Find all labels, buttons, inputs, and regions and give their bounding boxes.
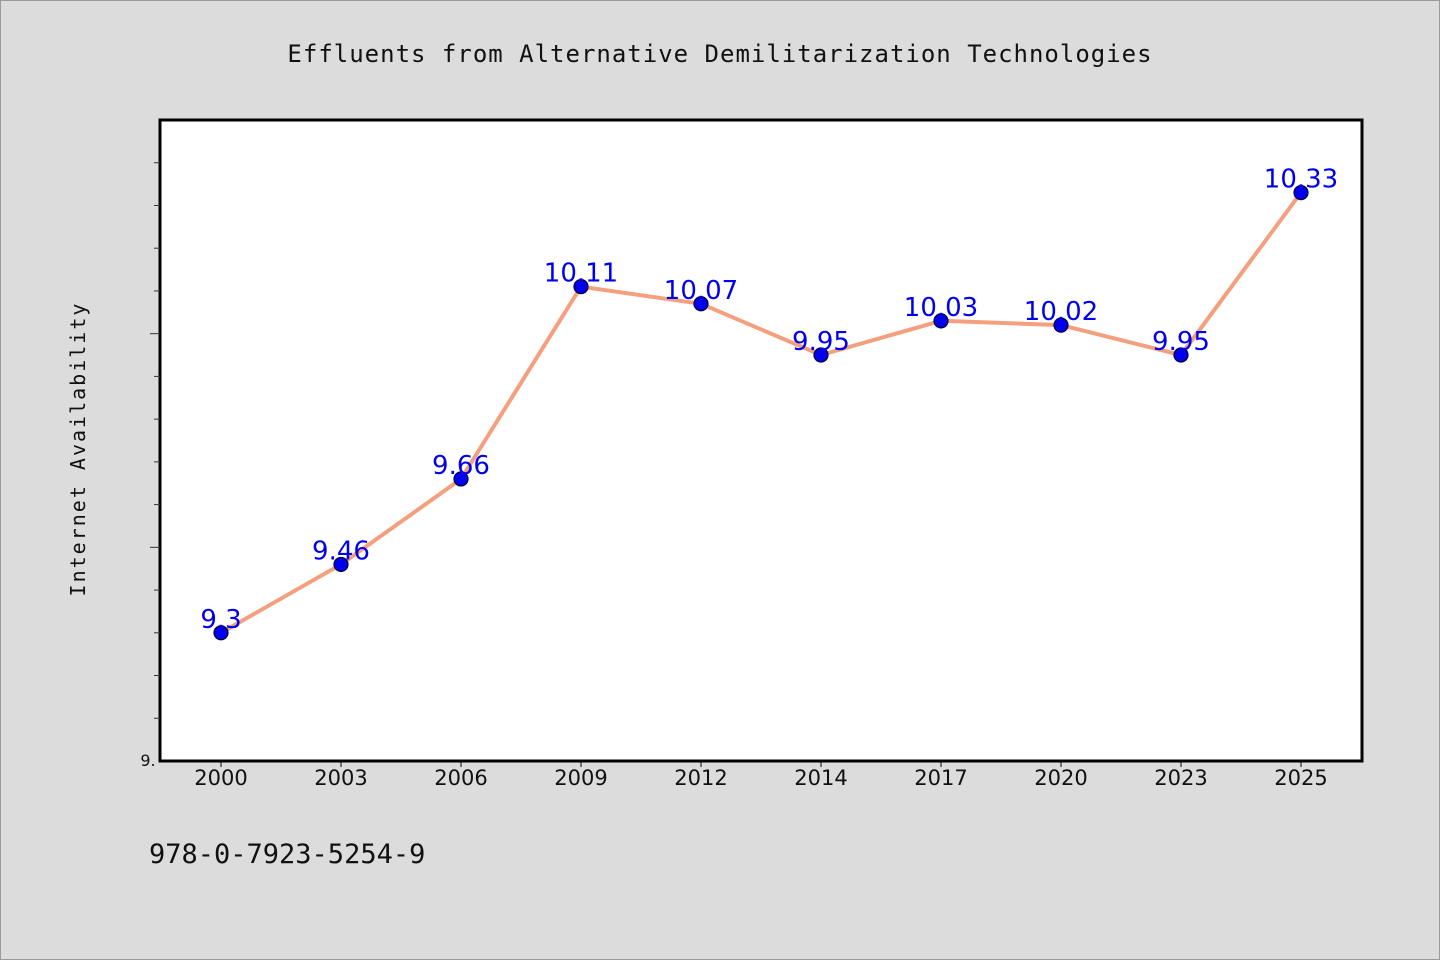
data-point	[813, 347, 829, 363]
data-point	[573, 279, 589, 295]
x-tick-label: 2020	[1034, 766, 1087, 790]
data-label: 9.95	[792, 327, 850, 357]
marker-group	[213, 185, 1309, 641]
data-label: 10.07	[664, 276, 738, 306]
data-point	[333, 556, 349, 573]
data-point	[933, 313, 949, 329]
x-tick-label: 2025	[1274, 766, 1327, 790]
footer-isbn: 978-0-7923-5254-9	[149, 839, 425, 870]
x-tick-label: 2006	[434, 766, 487, 790]
data-point	[1053, 317, 1069, 333]
plot-area	[158, 118, 1364, 763]
data-point	[213, 625, 229, 641]
y-axis-ticks	[150, 162, 160, 719]
x-tick-label: 2014	[794, 766, 847, 790]
data-point	[1293, 185, 1309, 201]
data-label: 9.66	[432, 451, 490, 481]
data-label-group: 9.3 9.46 9.66 10.11 10.07 9.95 10.03 10.02 9.95 1…	[200, 165, 1338, 635]
data-label: 10.02	[1024, 297, 1098, 327]
y-axis-label: Internet Availability	[66, 302, 90, 597]
series-line	[219, 190, 1303, 635]
x-tick-label: 2017	[914, 766, 967, 790]
data-point	[1173, 347, 1189, 363]
series-line-group	[219, 190, 1303, 635]
data-label: 9.95	[1152, 327, 1210, 357]
x-tick-label: 2012	[674, 766, 727, 790]
x-tick-label: 2009	[554, 766, 607, 790]
x-tick-label: 2003	[314, 766, 367, 790]
data-label: 9.3	[200, 605, 241, 635]
data-label: 9.46	[312, 536, 370, 566]
x-axis: 2000 2003 2006 2009 2012 2014 2017 2020 2023 2025	[194, 761, 1328, 790]
chart-title: Effluents from Alternative Demilitarizat…	[287, 40, 1152, 68]
x-tick-label: 2023	[1154, 766, 1207, 790]
data-point	[693, 296, 709, 312]
data-point	[453, 471, 469, 487]
y-tick-label: 9.	[140, 751, 155, 770]
data-label: 10.33	[1264, 165, 1338, 195]
x-tick-label: 2000	[194, 766, 247, 790]
data-label: 10.11	[544, 259, 618, 289]
data-label: 10.03	[904, 293, 978, 323]
